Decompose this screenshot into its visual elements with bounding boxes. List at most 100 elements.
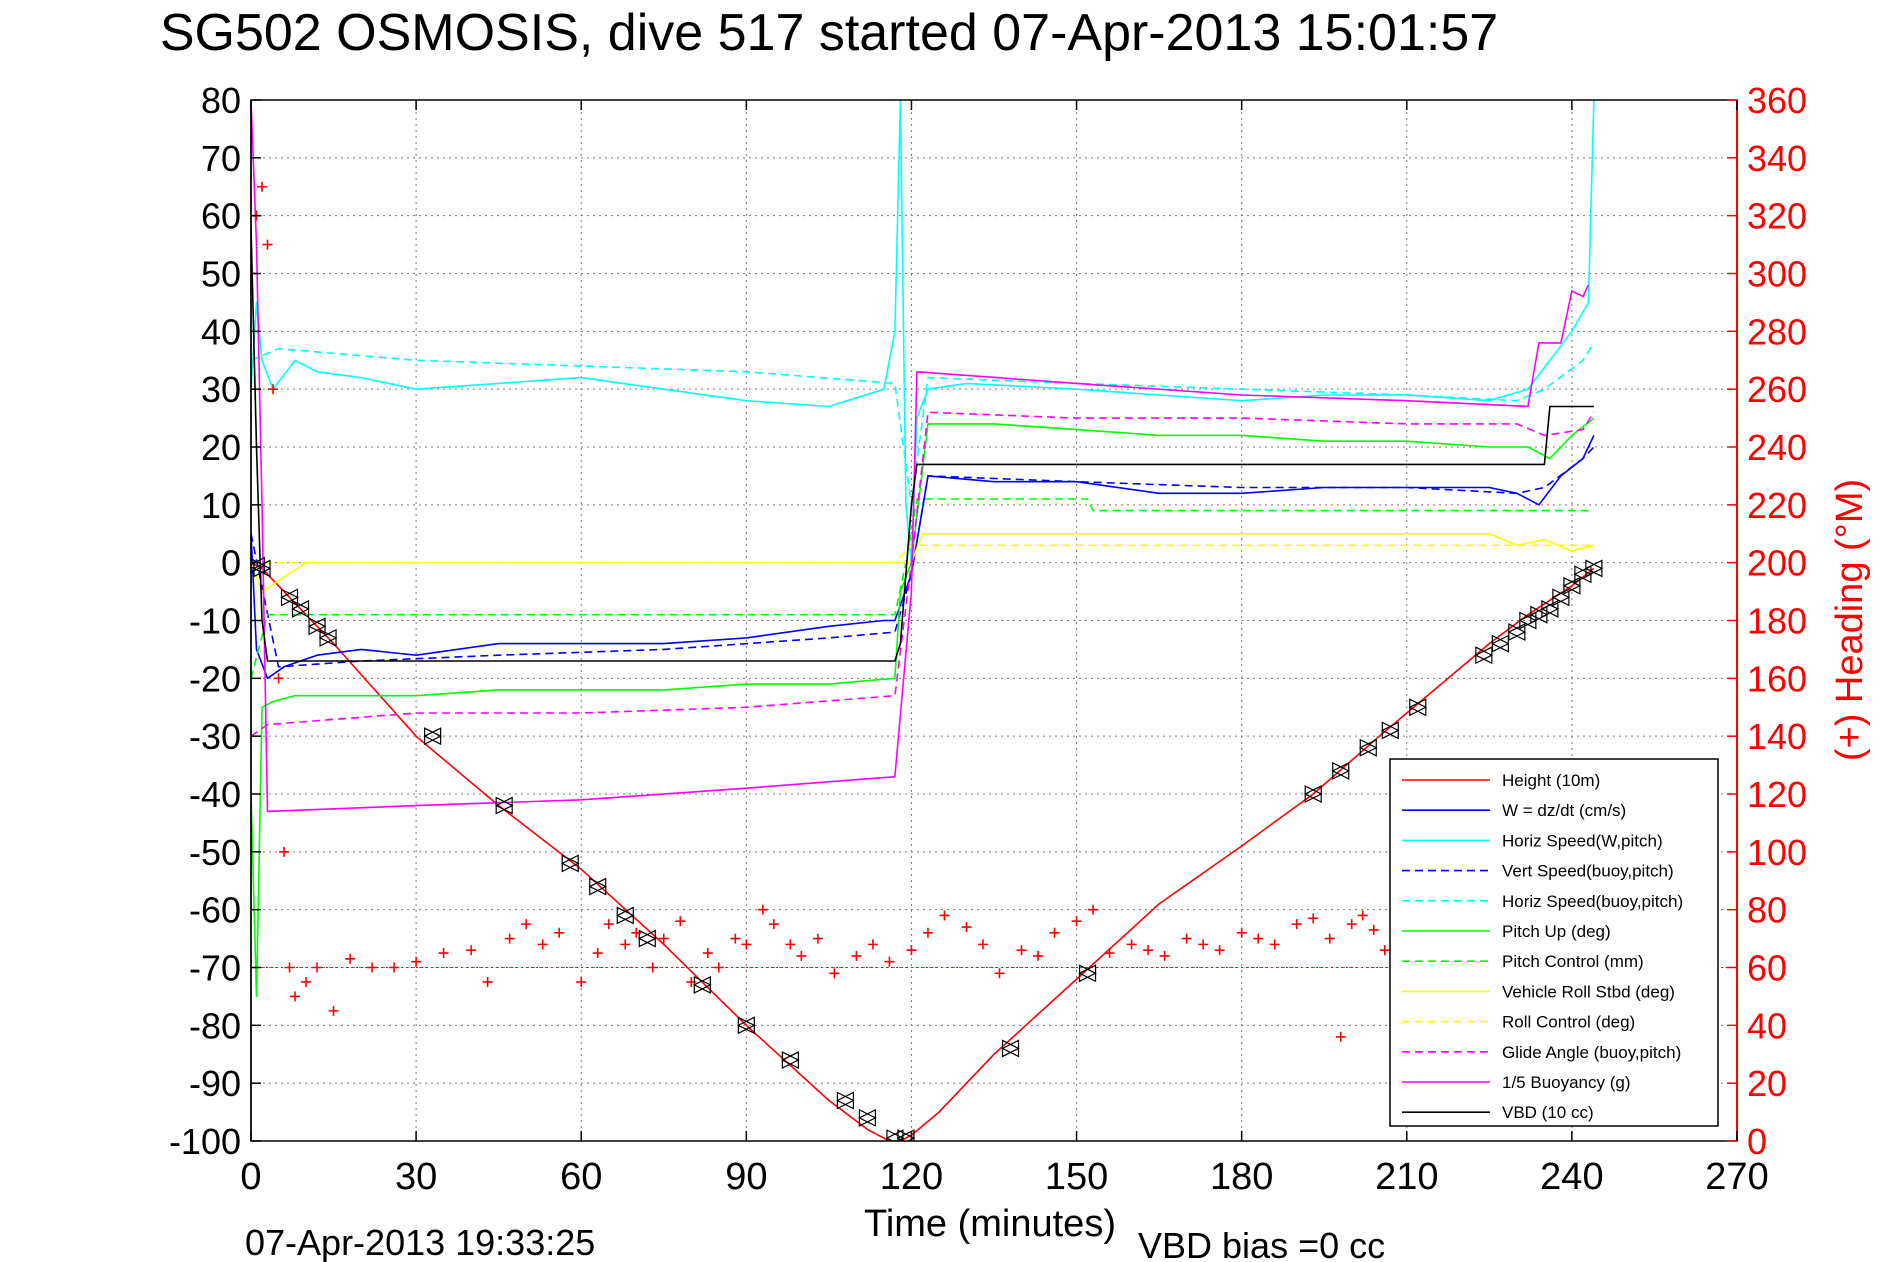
legend-label-9: Glide Angle (buoy,pitch) bbox=[1502, 1043, 1681, 1062]
profile-marker-13 bbox=[736, 1016, 756, 1035]
series-line-6 bbox=[251, 498, 1594, 679]
y-tick-label: 60 bbox=[201, 196, 241, 237]
heading-point-71 bbox=[1357, 910, 1368, 921]
heading-point-17 bbox=[466, 945, 477, 956]
y-tick-label: 40 bbox=[201, 311, 241, 352]
heading-point-47 bbox=[939, 910, 950, 921]
y-tick-label: 10 bbox=[201, 485, 241, 526]
y-right-tick-label: 320 bbox=[1747, 196, 1807, 237]
y-tick-label: 30 bbox=[201, 369, 241, 410]
x-tick-label: 210 bbox=[1375, 1156, 1438, 1198]
series-line-10 bbox=[251, 100, 1590, 813]
heading-point-55 bbox=[1088, 904, 1099, 915]
heading-point-36 bbox=[757, 904, 768, 915]
heading-point-28 bbox=[647, 962, 658, 973]
y-tick-label: 80 bbox=[201, 80, 241, 121]
heading-point-73 bbox=[1379, 945, 1390, 956]
legend-label-6: Pitch Control (mm) bbox=[1502, 952, 1644, 971]
legend-box bbox=[1389, 758, 1719, 1127]
legend-label-4: Horiz Speed(buoy,pitch) bbox=[1502, 892, 1683, 911]
series-line-2 bbox=[251, 100, 1595, 564]
x-tick-label: 150 bbox=[1045, 1156, 1108, 1198]
legend-label-3: Vert Speed(buoy,pitch) bbox=[1502, 862, 1674, 881]
heading-point-3 bbox=[262, 239, 273, 250]
heading-point-12 bbox=[345, 953, 356, 964]
heading-point-19 bbox=[504, 933, 515, 944]
profile-marker-20 bbox=[1078, 964, 1097, 983]
heading-point-11 bbox=[328, 1005, 339, 1016]
series-line-3 bbox=[251, 446, 1595, 668]
heading-point-23 bbox=[576, 976, 587, 987]
x-tick-label: 90 bbox=[725, 1156, 767, 1198]
heading-point-52 bbox=[1033, 950, 1044, 961]
legend: Height (10m) W = dz/dt (cm/s) Horiz Speed(… bbox=[1389, 758, 1719, 1127]
heading-point-62 bbox=[1214, 945, 1225, 956]
heading-point-10 bbox=[312, 962, 323, 973]
profile-marker-27 bbox=[1490, 634, 1510, 653]
heading-point-66 bbox=[1291, 919, 1302, 930]
series-line-1 bbox=[251, 435, 1595, 680]
profile-marker-8 bbox=[560, 854, 580, 873]
profile-marker-6 bbox=[423, 727, 442, 746]
heading-point-29 bbox=[658, 933, 669, 944]
legend-label-2: Horiz Speed(W,pitch) bbox=[1502, 831, 1663, 850]
legend-label-7: Vehicle Roll Stbd (deg) bbox=[1502, 982, 1675, 1001]
y-right-tick-label: 60 bbox=[1747, 948, 1787, 989]
y-tick-label: 50 bbox=[201, 254, 241, 295]
legend-label-1: W = dz/dt (cm/s) bbox=[1502, 801, 1626, 820]
heading-point-58 bbox=[1143, 945, 1154, 956]
y-tick-label: -90 bbox=[189, 1063, 241, 1104]
heading-point-13 bbox=[367, 962, 378, 973]
vbd-bias: VBD bias =0 cc bbox=[1138, 1225, 1385, 1262]
series-line-11 bbox=[251, 227, 1594, 662]
y-tick-label: -70 bbox=[189, 948, 241, 989]
y-right-tick-label: 260 bbox=[1747, 369, 1807, 410]
y-right-tick-label: 340 bbox=[1747, 138, 1807, 179]
y-right-tick-label: 160 bbox=[1747, 658, 1807, 699]
profile-marker-10 bbox=[615, 906, 635, 925]
profile-marker-18 bbox=[896, 1129, 916, 1141]
heading-point-72 bbox=[1368, 924, 1379, 935]
heading-point-34 bbox=[730, 933, 741, 944]
profile-marker-25 bbox=[1408, 698, 1428, 717]
y-right-tick-label: 0 bbox=[1747, 1121, 1767, 1162]
y-right-tick-label: 120 bbox=[1747, 774, 1807, 815]
x-axis-label: Time (minutes) bbox=[864, 1203, 1116, 1245]
profile-marker-7 bbox=[494, 796, 514, 815]
axis-ticks: 0 30 60 90 120 150 180 210 240 270-100-90-80-70-6… bbox=[169, 80, 1807, 1198]
heading-point-39 bbox=[796, 950, 807, 961]
series-line-9 bbox=[251, 411, 1595, 737]
heading-point-70 bbox=[1346, 919, 1357, 930]
legend-label-11: VBD (10 cc) bbox=[1502, 1103, 1594, 1122]
y-tick-label: -60 bbox=[189, 890, 241, 931]
legend-label-10: 1/5 Buoyancy (g) bbox=[1502, 1073, 1631, 1092]
y-tick-label: -50 bbox=[189, 832, 241, 873]
heading-point-26 bbox=[620, 939, 631, 950]
profile-marker-16 bbox=[858, 1108, 877, 1127]
heading-point-16 bbox=[438, 948, 449, 959]
heading-point-15 bbox=[411, 956, 422, 967]
heading-point-21 bbox=[537, 939, 548, 950]
profile-marker-11 bbox=[637, 929, 657, 948]
heading-point-43 bbox=[867, 939, 878, 950]
profile-marker-17 bbox=[885, 1129, 905, 1141]
y-right-tick-label: 20 bbox=[1747, 1063, 1787, 1104]
profile-marker-32 bbox=[1551, 588, 1571, 607]
heading-point-2 bbox=[257, 181, 268, 192]
series-line-4 bbox=[251, 342, 1595, 506]
heading-point-57 bbox=[1126, 939, 1137, 950]
heading-point-40 bbox=[812, 933, 823, 944]
heading-point-46 bbox=[922, 927, 933, 938]
heading-point-48 bbox=[961, 922, 972, 933]
heading-point-51 bbox=[1016, 945, 1027, 956]
profile-marker-15 bbox=[836, 1091, 855, 1110]
plot-area bbox=[251, 100, 1737, 1141]
heading-point-9 bbox=[301, 976, 312, 987]
profile-marker-31 bbox=[1540, 599, 1560, 618]
y-right-tick-label: 80 bbox=[1747, 890, 1787, 931]
profile-marker-3 bbox=[291, 599, 310, 618]
heading-point-65 bbox=[1269, 939, 1280, 950]
heading-point-6 bbox=[279, 846, 290, 857]
profile-marker-19 bbox=[1001, 1039, 1020, 1058]
